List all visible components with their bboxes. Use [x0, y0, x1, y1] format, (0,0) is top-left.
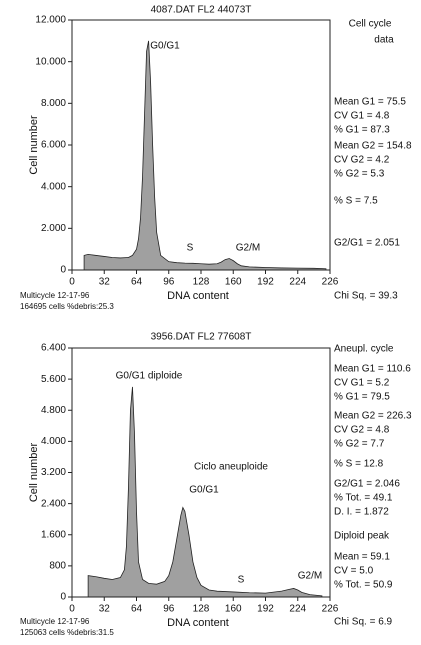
side-note: % G2 = 7.7: [334, 439, 385, 450]
x-tick-label: 32: [99, 604, 111, 615]
chart-title: 4087.DAT FL2 44073T: [151, 5, 252, 16]
x-tick-label: 96: [163, 604, 175, 615]
footer-note: 164695 cells %debris:25.3: [20, 302, 114, 311]
y-tick-label: 6.000: [41, 140, 66, 151]
x-tick-label: 224: [289, 604, 306, 615]
annotation: G0/G1 diploide: [116, 371, 183, 382]
y-tick-label: 0: [60, 265, 66, 276]
side-note: G2/G1 = 2.046: [334, 479, 400, 490]
annotation: S: [238, 575, 245, 586]
side-note: CV = 5.0: [334, 566, 374, 577]
side-note: CV G2 = 4.8: [334, 425, 390, 436]
y-tick-label: 0: [60, 592, 66, 603]
side-note: % S = 7.5: [334, 196, 378, 207]
x-tick-label: 64: [131, 604, 143, 615]
histogram-area: [83, 40, 327, 271]
side-note: G2/G1 = 2.051: [334, 238, 400, 249]
footer-note: Multicycle 12-17-96: [20, 291, 90, 300]
y-axis-label: Cell number: [28, 443, 40, 503]
x-tick-label: 64: [131, 277, 143, 288]
x-tick-label: 192: [257, 277, 274, 288]
y-tick-label: 3.200: [41, 467, 66, 478]
y-tick-label: 2.400: [41, 498, 66, 509]
x-axis-label: DNA content: [167, 617, 229, 629]
side-note: % Tot. = 50.9: [334, 580, 393, 591]
y-tick-label: 4.000: [41, 181, 66, 192]
side-note: Mean G2 = 154.8: [334, 141, 412, 152]
annotation: G0/G1: [189, 485, 219, 496]
x-tick-label: 128: [193, 277, 210, 288]
y-tick-label: 1.600: [41, 529, 66, 540]
side-note: % Tot. = 49.1: [334, 493, 393, 504]
y-tick-label: 12.000: [35, 15, 66, 26]
x-tick-label: 226: [322, 604, 339, 615]
side-note: CV G1 = 5.2: [334, 378, 390, 389]
x-tick-label: 96: [163, 277, 175, 288]
side-note: Mean G1 = 75.5: [334, 97, 406, 108]
side-note: Mean G2 = 226.3: [334, 411, 412, 422]
y-tick-label: 4.800: [41, 405, 66, 416]
annotation: S: [187, 243, 194, 254]
annotation: G2/M: [236, 243, 260, 254]
x-tick-label: 160: [225, 604, 242, 615]
x-tick-label: 160: [225, 277, 242, 288]
annotation: G2/M: [298, 571, 322, 582]
y-axis-label: Cell number: [28, 115, 40, 175]
x-tick-label: 0: [69, 277, 75, 288]
x-tick-label: 0: [69, 604, 75, 615]
side-note: data: [374, 35, 394, 46]
y-tick-label: 2.000: [41, 223, 66, 234]
plot-frame: [71, 19, 331, 271]
footer-note: Multicycle 12-17-96: [20, 617, 90, 626]
side-note: % G2 = 5.3: [334, 169, 385, 180]
side-note: Cell cycle: [349, 19, 392, 30]
annotation: Ciclo aneuploide: [194, 462, 268, 473]
side-note: Diploid peak: [334, 531, 390, 542]
x-tick-label: 32: [99, 277, 111, 288]
y-tick-label: 800: [49, 561, 66, 572]
side-note: Aneupl. cycle: [334, 344, 394, 355]
x-tick-label: 128: [193, 604, 210, 615]
side-note: % G1 = 79.5: [334, 392, 390, 403]
side-note: CV G2 = 4.2: [334, 155, 390, 166]
footer-note: 125063 cells %debris:31.5: [20, 628, 114, 637]
x-tick-label: 192: [257, 604, 274, 615]
side-note: % S = 12.8: [334, 459, 384, 470]
y-tick-label: 8.000: [41, 98, 66, 109]
chi-square: Chi Sq. = 39.3: [334, 291, 398, 302]
side-note: CV G1 = 4.8: [334, 111, 390, 122]
y-tick-label: 4.000: [41, 436, 66, 447]
side-note: Mean G1 = 110.6: [334, 364, 411, 375]
x-axis-label: DNA content: [167, 290, 229, 302]
histogram-area: [87, 386, 323, 598]
chart-title: 3956.DAT FL2 77608T: [151, 332, 252, 343]
x-tick-label: 224: [289, 277, 306, 288]
side-note: % G1 = 87.3: [334, 125, 390, 136]
y-tick-label: 10.000: [35, 56, 66, 67]
y-tick-label: 6.400: [41, 343, 66, 354]
side-note: Mean = 59.1: [334, 552, 390, 563]
x-tick-label: 226: [322, 277, 339, 288]
side-note: D. I. = 1.872: [334, 507, 389, 518]
y-tick-label: 5.600: [41, 374, 66, 385]
annotation: G0/G1: [150, 41, 180, 52]
chi-square: Chi Sq. = 6.9: [334, 617, 393, 628]
